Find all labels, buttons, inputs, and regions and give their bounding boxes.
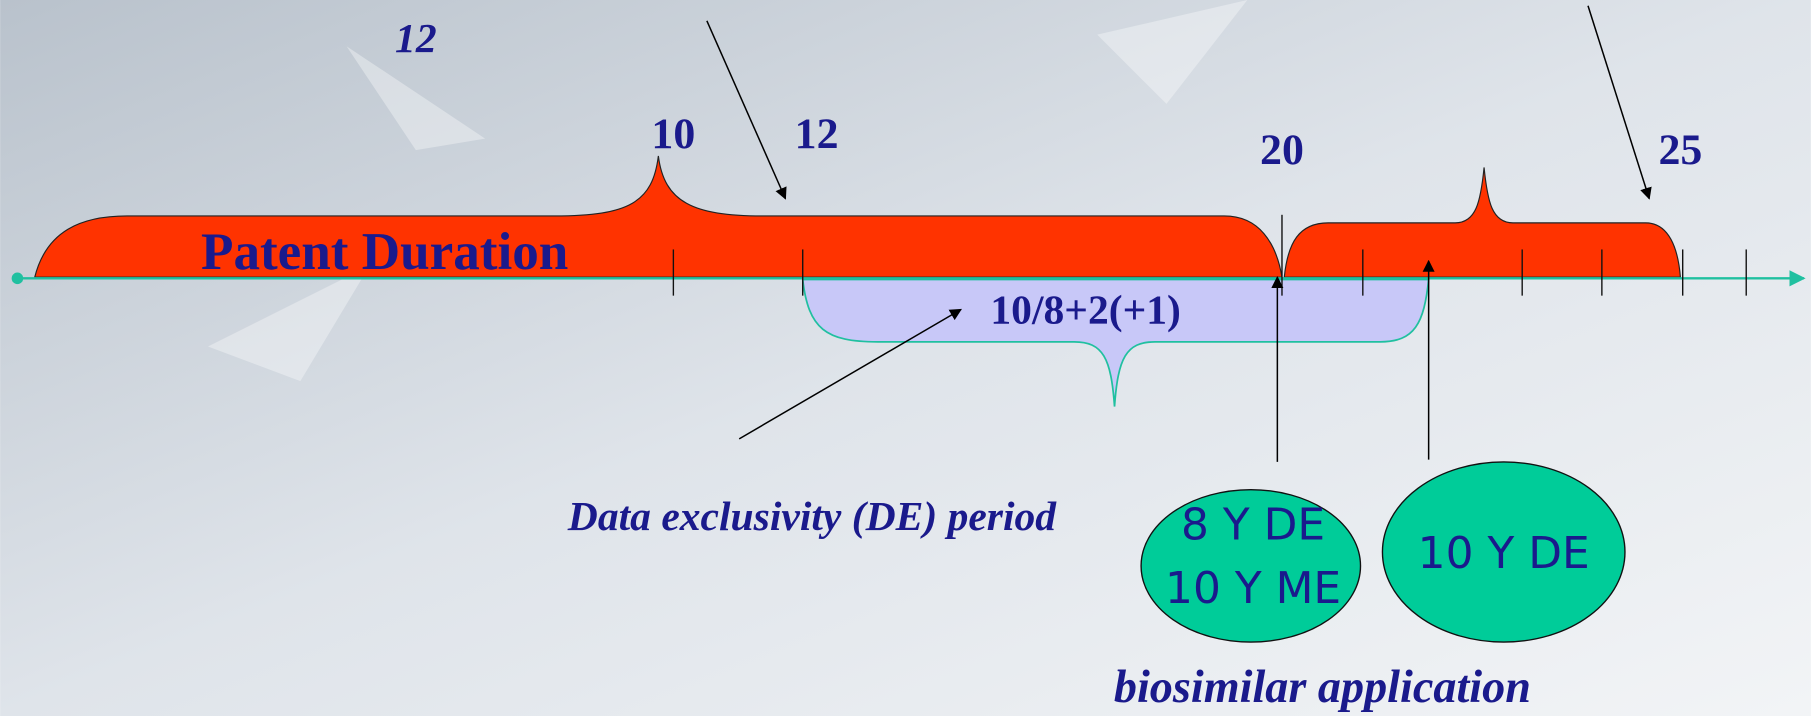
exclusivity-formula: 10/8+2(+1): [990, 286, 1181, 333]
tick-label: 12: [795, 110, 839, 158]
slide: 12 10 12 20 25 Patent Duration 10/8+2(+1…: [0, 0, 1811, 716]
ellipse-text: 10 Y DE: [1418, 528, 1590, 579]
tick-label: 25: [1658, 126, 1702, 174]
footer-label: biosimilar application: [1114, 661, 1531, 712]
timeline-start: [12, 273, 24, 285]
exclusivity-label: Data exclusivity (DE) period: [567, 493, 1057, 540]
tick-label: 10: [651, 110, 695, 158]
ellipse-text: 10 Y ME: [1165, 563, 1341, 614]
patent-label: Patent Duration: [201, 223, 568, 281]
ellipse-text: 8 Y DE: [1181, 499, 1325, 550]
top-note: 12: [395, 15, 437, 61]
tick-label: 20: [1260, 126, 1304, 174]
